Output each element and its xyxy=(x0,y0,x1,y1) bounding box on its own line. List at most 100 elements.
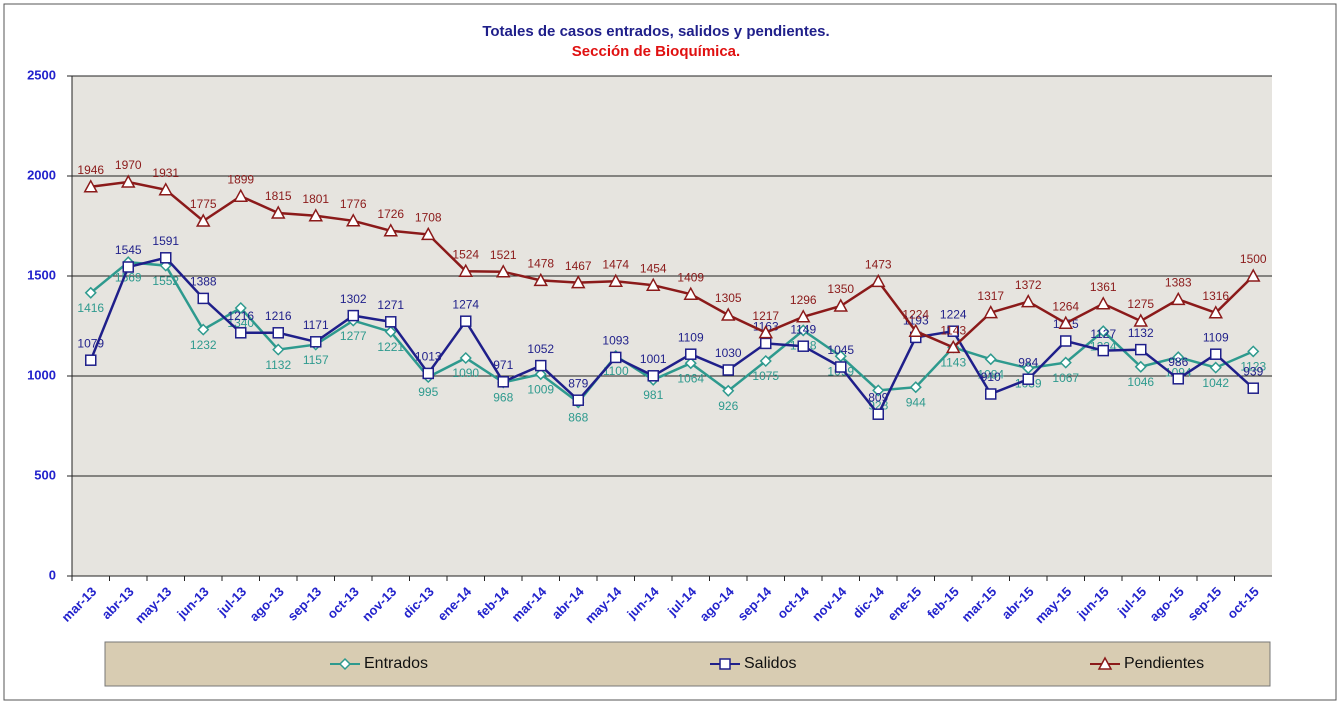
data-label: 1545 xyxy=(115,243,142,257)
marker xyxy=(1210,348,1222,360)
marker xyxy=(1247,345,1260,358)
data-label: 1093 xyxy=(602,334,629,348)
y-tick-label: 0 xyxy=(49,567,56,582)
data-label: 944 xyxy=(906,395,926,409)
series-line xyxy=(90,180,1255,349)
marker xyxy=(1170,291,1186,306)
data-label: 1216 xyxy=(265,309,292,323)
data-label: 1726 xyxy=(377,207,404,221)
data-label: 1001 xyxy=(640,352,667,366)
legend-label: Entrados xyxy=(364,655,428,672)
marker xyxy=(272,343,285,356)
data-label: 1524 xyxy=(452,247,479,261)
marker xyxy=(760,337,772,350)
data-label: 1473 xyxy=(865,258,892,272)
chart-title: Totales de casos entrados, salidos y pen… xyxy=(482,23,829,40)
marker xyxy=(1135,343,1147,356)
legend-marker xyxy=(338,657,352,671)
marker xyxy=(797,324,810,337)
marker xyxy=(720,307,736,321)
data-label: 879 xyxy=(568,376,588,390)
data-label: 1970 xyxy=(115,158,142,172)
legend-label: Pendientes xyxy=(1124,655,1204,672)
data-label: 1316 xyxy=(1202,289,1229,303)
marker xyxy=(534,368,547,381)
marker xyxy=(570,275,586,289)
data-label: 1361 xyxy=(1090,280,1117,294)
data-label: 1079 xyxy=(77,336,104,350)
data-label: 1271 xyxy=(377,298,404,312)
marker xyxy=(645,277,661,291)
data-label: 1100 xyxy=(603,364,629,378)
marker xyxy=(608,273,624,287)
data-label: 868 xyxy=(568,411,588,425)
plot-area xyxy=(72,76,1272,576)
marker xyxy=(84,286,97,299)
data-label: 1109 xyxy=(1203,330,1229,344)
data-label: 1090 xyxy=(452,366,479,380)
data-label: 1075 xyxy=(752,369,779,383)
marker xyxy=(872,384,885,397)
legend xyxy=(104,641,1271,687)
marker xyxy=(795,309,811,323)
marker xyxy=(572,394,584,406)
marker xyxy=(195,213,211,227)
marker xyxy=(197,323,210,336)
data-label: 910 xyxy=(981,370,1001,384)
marker xyxy=(983,305,999,319)
data-label: 1171 xyxy=(303,318,329,332)
data-label: 1094 xyxy=(1165,365,1192,379)
marker xyxy=(1059,356,1072,369)
data-label: 1552 xyxy=(152,274,179,288)
marker xyxy=(120,174,136,188)
legend-marker xyxy=(1097,656,1113,670)
data-label: 1591 xyxy=(152,234,179,248)
marker xyxy=(1022,362,1035,375)
marker xyxy=(610,351,622,364)
data-label: 1132 xyxy=(265,358,291,372)
marker xyxy=(345,213,361,227)
data-label: 1157 xyxy=(303,353,329,367)
marker xyxy=(270,205,286,219)
data-label: 971 xyxy=(493,358,513,372)
marker xyxy=(1245,268,1261,282)
data-label: 1123 xyxy=(1240,360,1266,374)
data-label: 1372 xyxy=(1015,278,1042,292)
marker xyxy=(234,301,247,315)
data-label: 1030 xyxy=(715,346,742,360)
data-label: 809 xyxy=(868,390,888,404)
data-label: 1388 xyxy=(190,275,217,289)
marker xyxy=(1172,351,1185,364)
marker xyxy=(909,381,922,394)
data-label: 1500 xyxy=(1240,252,1267,266)
marker xyxy=(685,348,697,360)
data-label: 1042 xyxy=(1202,376,1229,390)
data-label: 926 xyxy=(718,399,738,413)
marker xyxy=(1208,305,1224,319)
data-label: 1708 xyxy=(415,211,442,225)
marker xyxy=(158,182,174,196)
data-label: 1216 xyxy=(227,309,254,323)
data-label: 1221 xyxy=(377,340,404,354)
marker xyxy=(308,208,324,222)
marker xyxy=(235,327,247,339)
data-label: 1899 xyxy=(227,172,254,186)
marker xyxy=(233,188,249,202)
data-label: 1454 xyxy=(640,261,667,275)
marker xyxy=(1247,382,1259,394)
data-label: 1409 xyxy=(677,270,704,284)
data-label: 1232 xyxy=(190,338,217,352)
data-label: 1217 xyxy=(752,309,779,323)
data-label: 1264 xyxy=(1052,299,1079,313)
marker xyxy=(459,351,472,365)
chart-subtitle: Sección de Bioquímica. xyxy=(572,43,740,60)
data-label: 1013 xyxy=(415,350,442,364)
data-label: 1132 xyxy=(1128,326,1154,340)
data-label: 1521 xyxy=(490,248,517,262)
marker xyxy=(722,364,734,376)
data-label: 1416 xyxy=(77,301,104,315)
marker xyxy=(722,384,735,397)
data-label: 1478 xyxy=(527,257,554,271)
marker xyxy=(1095,296,1111,310)
